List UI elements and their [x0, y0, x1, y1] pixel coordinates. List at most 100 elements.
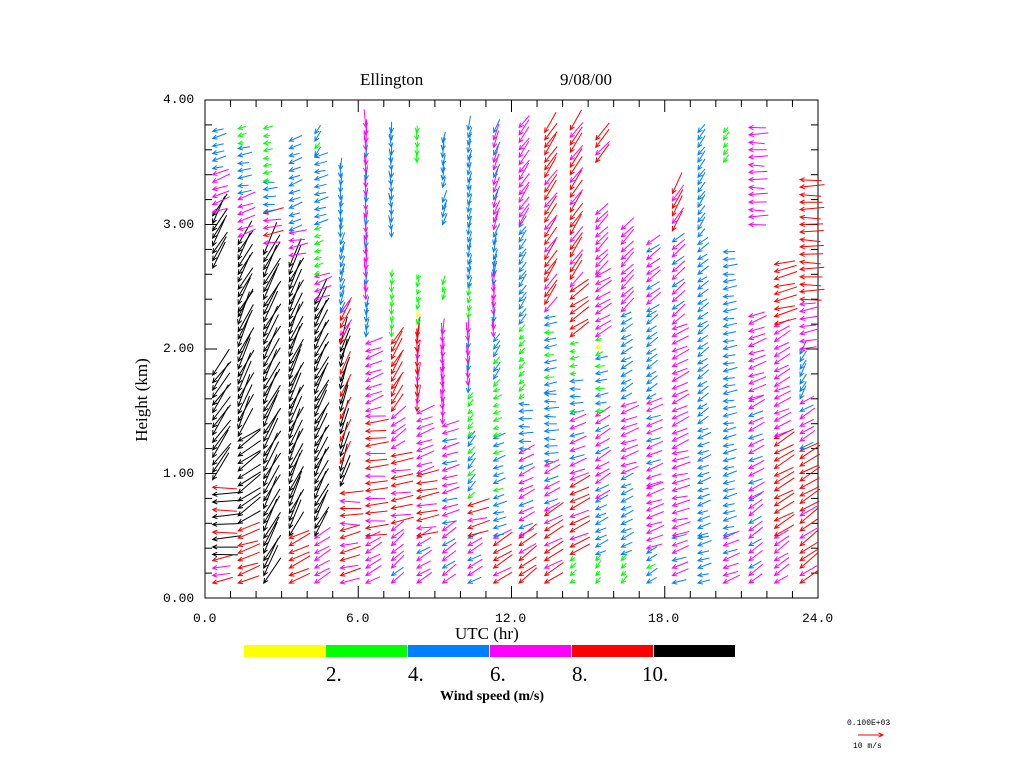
- wind-vector: [722, 420, 735, 426]
- wind-vector: [696, 334, 708, 343]
- wind-vector: [696, 499, 711, 507]
- wind-vector: [722, 263, 738, 269]
- wind-vector: [492, 333, 501, 343]
- wind-vector: [748, 542, 763, 554]
- wind-vector: [467, 422, 474, 430]
- wind-vector: [747, 433, 763, 440]
- wind-vector: [645, 487, 665, 497]
- wind-vector: [645, 353, 658, 363]
- wind-vector: [467, 434, 476, 448]
- colorbar-tick-label: 6.: [490, 662, 506, 686]
- wind-vector: [339, 440, 352, 465]
- wind-vector: [595, 576, 601, 584]
- wind-vector: [569, 400, 584, 406]
- wind-vector: [237, 140, 244, 146]
- wind-vector: [314, 389, 327, 418]
- wind-vector: [211, 507, 237, 513]
- wind-vector: [799, 418, 814, 427]
- wind-vector: [697, 181, 706, 194]
- wind-vector: [518, 545, 538, 562]
- wind-vector: [594, 427, 611, 440]
- wind-vector: [262, 133, 270, 139]
- wind-vector: [518, 261, 527, 273]
- wind-vector: [620, 439, 637, 446]
- wind-vector: [645, 459, 662, 465]
- wind-vector: [237, 473, 261, 495]
- wind-vector: [544, 226, 558, 246]
- wind-vector: [620, 369, 633, 377]
- wind-vector: [338, 157, 344, 171]
- wind-vector: [441, 464, 460, 472]
- wind-vector: [441, 573, 457, 584]
- wind-vector: [696, 572, 709, 578]
- wind-vector: [569, 348, 576, 354]
- wind-vector: [415, 514, 440, 523]
- wind-vector: [595, 560, 602, 570]
- wind-vector: [594, 527, 607, 533]
- wind-vector: [212, 241, 226, 270]
- wind-vector: [543, 321, 558, 327]
- wind-vector: [212, 446, 231, 474]
- wind-vector: [467, 537, 483, 547]
- reference-vector-value: 0.100E+03: [847, 719, 891, 728]
- wind-vector: [466, 153, 472, 169]
- wind-vector: [671, 484, 691, 493]
- wind-vector: [696, 549, 710, 555]
- wind-vector: [798, 229, 824, 235]
- wind-vector: [237, 440, 261, 457]
- wind-vector: [441, 519, 457, 526]
- wind-vector: [467, 554, 482, 562]
- wind-vector: [722, 300, 737, 306]
- wind-vector: [671, 539, 688, 547]
- wind-vector: [773, 264, 797, 274]
- wind-vector: [441, 176, 447, 189]
- wind-vector: [544, 122, 558, 141]
- wind-vector: [263, 521, 278, 555]
- wind-vector: [364, 510, 388, 516]
- colorbar-segment: [326, 645, 407, 657]
- wind-vector: [314, 142, 321, 150]
- wind-vector: [543, 525, 564, 539]
- wind-vector: [594, 550, 607, 556]
- wind-vector: [389, 321, 395, 331]
- wind-vector: [518, 423, 530, 430]
- wind-vector: [313, 559, 330, 569]
- wind-vector: [620, 472, 634, 481]
- wind-vector: [467, 276, 473, 288]
- wind-vector: [696, 562, 712, 570]
- wind-vector: [620, 518, 633, 526]
- wind-vector: [339, 319, 353, 337]
- wind-vector: [263, 465, 280, 495]
- wind-vector: [467, 491, 476, 500]
- wind-vector: [288, 156, 303, 164]
- reference-vector-arrow: [858, 732, 885, 738]
- wind-vector: [390, 457, 414, 465]
- wind-vector: [492, 378, 501, 388]
- wind-vector: [620, 505, 632, 511]
- wind-vector: [518, 251, 527, 266]
- wind-vector: [237, 331, 252, 363]
- wind-vector: [518, 248, 527, 258]
- wind-vector: [747, 185, 765, 191]
- wind-vector: [314, 405, 328, 433]
- wind-vector: [415, 444, 434, 452]
- wind-vector: [288, 301, 304, 328]
- wind-vector: [362, 109, 369, 129]
- wind-vector: [390, 451, 413, 458]
- wind-vector: [415, 465, 435, 475]
- wind-vector: [696, 449, 709, 455]
- wind-vector: [237, 327, 255, 355]
- wind-vector: [338, 174, 344, 186]
- wind-vector: [288, 259, 301, 291]
- wind-vector: [594, 377, 608, 384]
- wind-vector: [262, 349, 278, 383]
- wind-vector: [646, 314, 659, 325]
- wind-vector: [313, 526, 331, 539]
- wind-vector: [569, 321, 590, 338]
- wind-vector: [645, 481, 662, 488]
- wind-vector: [363, 269, 369, 286]
- wind-vector: [339, 521, 360, 527]
- wind-vector: [262, 147, 273, 153]
- wind-vector: [492, 123, 500, 141]
- wind-vector: [389, 315, 395, 323]
